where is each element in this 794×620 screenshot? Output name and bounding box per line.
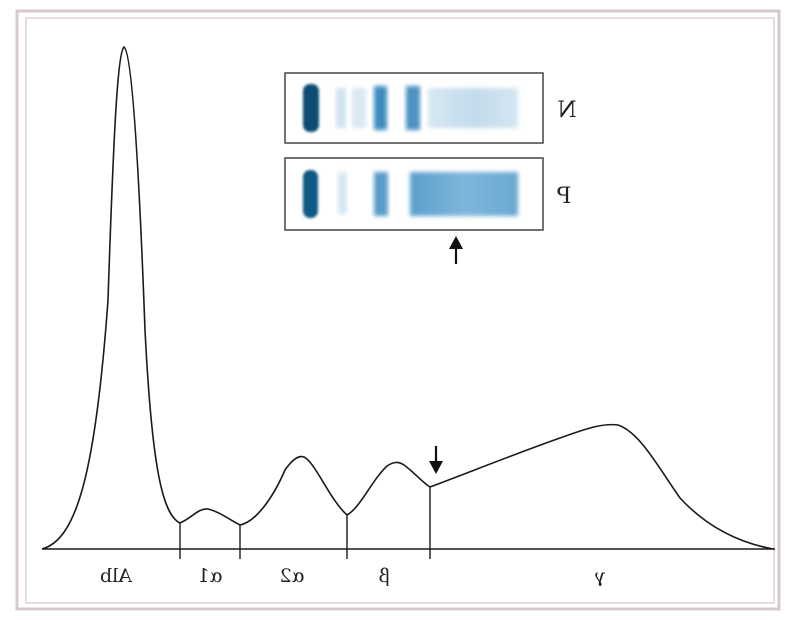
- lane-label-p: P: [556, 184, 571, 209]
- fraction-label-alpha2: α2: [280, 565, 305, 587]
- fraction-label-alb: Alb: [100, 565, 133, 587]
- arrow-up-icon: [449, 236, 463, 264]
- densitometry-curve: [41, 45, 774, 550]
- gel-lane-n: [284, 72, 544, 144]
- fraction-label-gamma: γ: [594, 565, 605, 587]
- figure-inner-border: [25, 17, 775, 604]
- gel-lane-p: [284, 157, 544, 231]
- lane-label-n: N: [557, 98, 576, 123]
- fraction-label-alpha1: α1: [198, 565, 223, 587]
- fraction-dividers: [179, 487, 431, 559]
- fraction-label-beta: β: [378, 565, 389, 587]
- arrow-down-icon: [429, 446, 443, 474]
